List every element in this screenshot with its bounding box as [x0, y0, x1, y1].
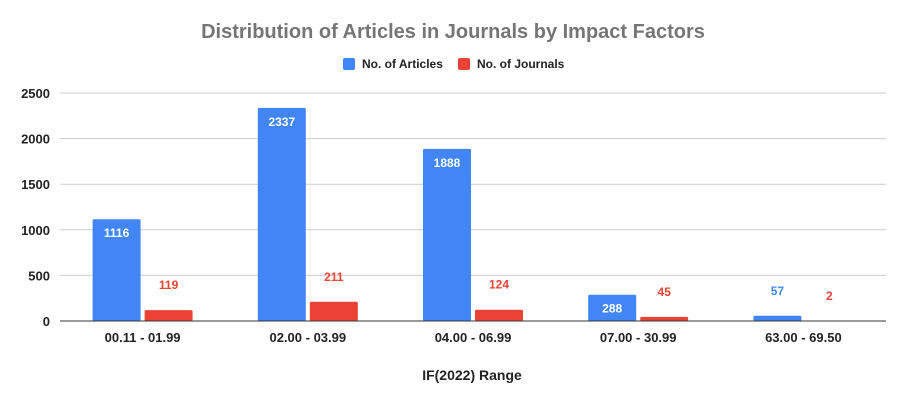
chart-title: Distribution of Articles in Journals by …	[201, 21, 705, 43]
legend-label-articles: No. of Articles	[362, 57, 443, 71]
bar-articles	[92, 219, 141, 321]
data-label: 1116	[104, 226, 130, 240]
data-label: 2337	[268, 115, 295, 129]
bar-journals	[309, 301, 358, 321]
legend-swatch-articles	[343, 58, 355, 70]
x-tick-label: 04.00 - 06.99	[435, 330, 512, 345]
y-tick-label: 1500	[21, 177, 50, 192]
data-label: 288	[602, 302, 622, 316]
y-tick-label: 0	[43, 314, 50, 329]
y-tick-label: 500	[28, 268, 50, 283]
x-tick-label: 63.00 - 69.50	[765, 330, 842, 345]
bar-articles	[257, 107, 306, 321]
y-tick-label: 1000	[21, 223, 50, 238]
x-axis-ticks: 00.11 - 01.99 02.00 - 03.99 04.00 - 06.99 0…	[105, 330, 842, 345]
legend-swatch-journals	[458, 58, 470, 70]
bars	[92, 107, 854, 322]
bar-journals	[640, 316, 689, 321]
bar-articles	[588, 294, 637, 321]
bar-articles	[753, 315, 802, 321]
data-label: 45	[658, 285, 672, 299]
data-label: 119	[159, 278, 179, 292]
data-label: 211	[324, 270, 344, 284]
gridlines	[60, 92, 886, 276]
bar-journals	[144, 310, 193, 321]
x-tick-label: 00.11 - 01.99	[105, 330, 181, 345]
y-tick-label: 2500	[21, 86, 50, 101]
legend-label-journals: No. of Journals	[477, 57, 565, 71]
y-axis-ticks: 0 500 1000 1500 2000 2500	[21, 86, 50, 329]
y-tick-label: 2000	[21, 132, 50, 147]
data-label: 1888	[434, 156, 461, 170]
data-label: 57	[771, 284, 785, 298]
bar-journals	[475, 309, 523, 321]
x-axis-label: IF(2022) Range	[422, 367, 522, 383]
data-label: 124	[489, 278, 509, 292]
data-labels: 1116 119 2337 211 1888 124 288 45 57 2	[104, 115, 833, 316]
data-label: 2	[826, 289, 833, 303]
bar-articles	[423, 148, 471, 321]
legend: No. of Articles No. of Journals	[343, 57, 565, 71]
x-tick-label: 02.00 - 03.99	[269, 330, 346, 345]
x-tick-label: 07.00 - 30.99	[600, 330, 677, 345]
